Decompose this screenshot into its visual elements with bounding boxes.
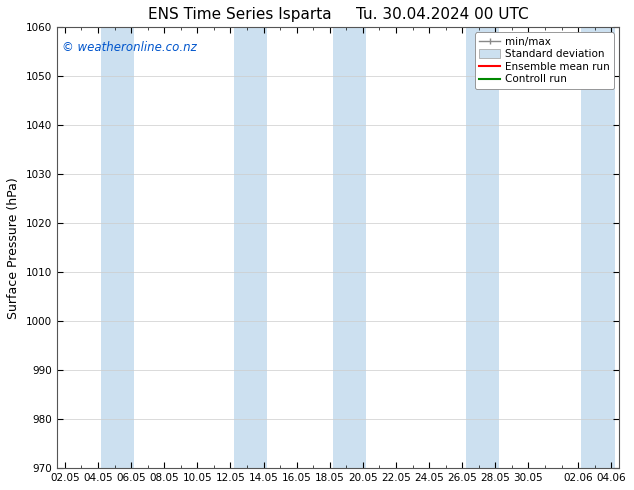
- Title: ENS Time Series Isparta     Tu. 30.04.2024 00 UTC: ENS Time Series Isparta Tu. 30.04.2024 0…: [148, 7, 528, 22]
- Bar: [234, 27, 267, 468]
- Bar: [465, 27, 498, 468]
- Text: © weatheronline.co.nz: © weatheronline.co.nz: [62, 41, 197, 53]
- Bar: [581, 27, 614, 468]
- Bar: [333, 27, 366, 468]
- Bar: [101, 27, 134, 468]
- Legend: min/max, Standard deviation, Ensemble mean run, Controll run: min/max, Standard deviation, Ensemble me…: [475, 32, 614, 89]
- Y-axis label: Surface Pressure (hPa): Surface Pressure (hPa): [7, 177, 20, 318]
